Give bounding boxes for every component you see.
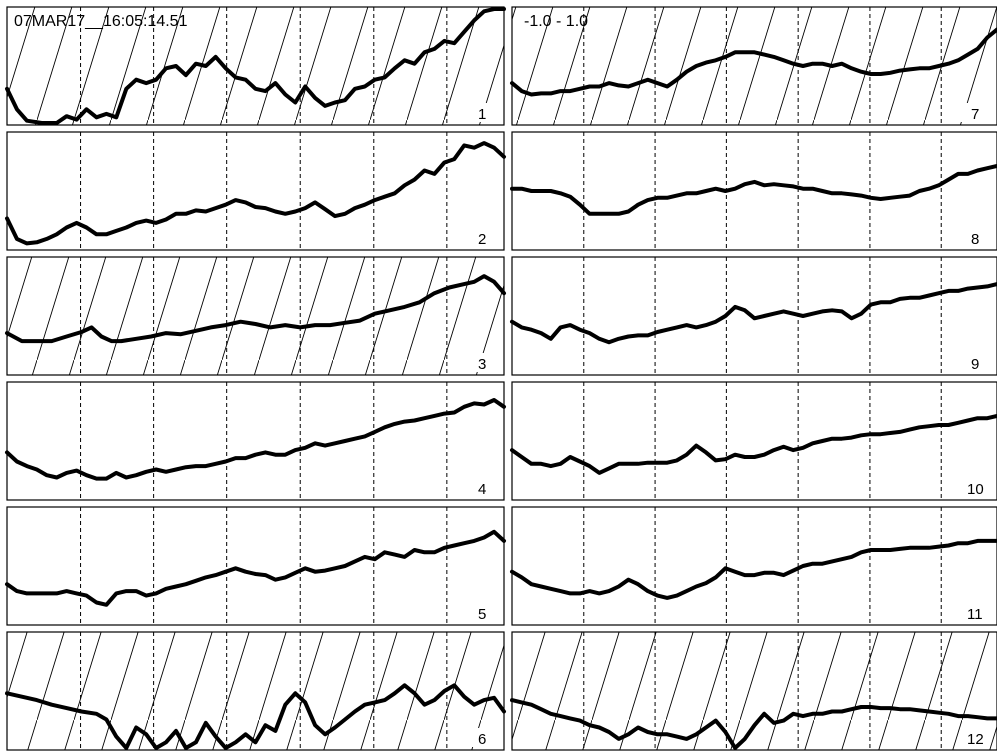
panel-label-backdrop: [468, 353, 494, 372]
panel-label-backdrop: [468, 228, 494, 247]
panel-number-label: 6: [478, 731, 486, 748]
panel-background: [7, 132, 504, 250]
panel-frame: [511, 6, 997, 126]
panel-number-label: 5: [478, 606, 486, 623]
panel-background: [512, 382, 997, 500]
panel-label-backdrop: [961, 228, 987, 247]
panel-label-backdrop: [961, 103, 987, 122]
panel-8: 8: [510, 131, 997, 251]
panel-frame: [511, 506, 997, 626]
panel-label-backdrop: [468, 728, 494, 747]
trace-line-1: [5, 7, 506, 125]
scale-range-label: -1.0 - 1.0: [524, 13, 588, 30]
panel-label-backdrop: [961, 728, 987, 747]
panel-frame: [6, 381, 505, 501]
trace-line-6: [5, 683, 506, 750]
panel-label-backdrop: [468, 603, 494, 622]
panel-hatching: [7, 632, 504, 750]
timestamp-label: 07MAR17__16:05:14.51: [14, 13, 188, 30]
panel-frame: [511, 256, 997, 376]
trace-line-2: [5, 141, 506, 246]
panel-12: 12: [510, 631, 997, 751]
trace-line-4: [5, 398, 506, 481]
panel-frame: [6, 631, 505, 751]
panel-hatching: [7, 257, 504, 375]
panel-frame: [6, 256, 505, 376]
panel-background: [512, 507, 997, 625]
panel-hatching: [7, 7, 504, 125]
panel-10: 10: [510, 381, 997, 501]
panel-frame: [6, 6, 505, 126]
panel-background: [7, 507, 504, 625]
panel-number-label: 9: [971, 356, 979, 373]
panel-hatching: [512, 632, 997, 750]
panel-hatching: [512, 7, 997, 125]
panel-label-backdrop: [468, 103, 494, 122]
panel-frame: [511, 631, 997, 751]
trace-line-11: [510, 538, 997, 600]
trace-line-3: [5, 274, 506, 344]
trace-line-8: [510, 163, 997, 216]
panel-number-label: 10: [967, 481, 984, 498]
panel-number-label: 2: [478, 231, 486, 248]
panel-11: 11: [510, 506, 997, 626]
panel-background: [7, 382, 504, 500]
panel-number-label: 12: [967, 731, 984, 748]
panel-frame: [6, 506, 505, 626]
panel-3: 3: [5, 256, 506, 376]
trace-line-10: [510, 413, 997, 475]
panel-label-backdrop: [961, 603, 987, 622]
panel-number-label: 1: [478, 106, 486, 123]
panel-9: 9: [510, 256, 997, 376]
panel-number-label: 8: [971, 231, 979, 248]
panel-number-label: 3: [478, 356, 486, 373]
panel-6: 6: [5, 631, 506, 751]
panel-5: 5: [5, 506, 506, 626]
panel-frame: [6, 131, 505, 251]
panel-frame: [511, 131, 997, 251]
panel-label-backdrop: [961, 353, 987, 372]
trace-line-7: [510, 27, 997, 97]
panel-number-label: 11: [967, 606, 983, 623]
panel-2: 2: [5, 131, 506, 251]
trace-line-5: [5, 529, 506, 607]
panel-frame: [511, 381, 997, 501]
trace-line-9: [510, 282, 997, 345]
panel-label-backdrop: [468, 478, 494, 497]
panel-number-label: 7: [971, 106, 979, 123]
trace-line-12: [510, 698, 997, 750]
panel-number-label: 4: [478, 481, 486, 498]
panel-7: 7: [510, 6, 997, 126]
panel-label-backdrop: [961, 478, 987, 497]
panel-1: 1: [5, 6, 506, 126]
panel-4: 4: [5, 381, 506, 501]
